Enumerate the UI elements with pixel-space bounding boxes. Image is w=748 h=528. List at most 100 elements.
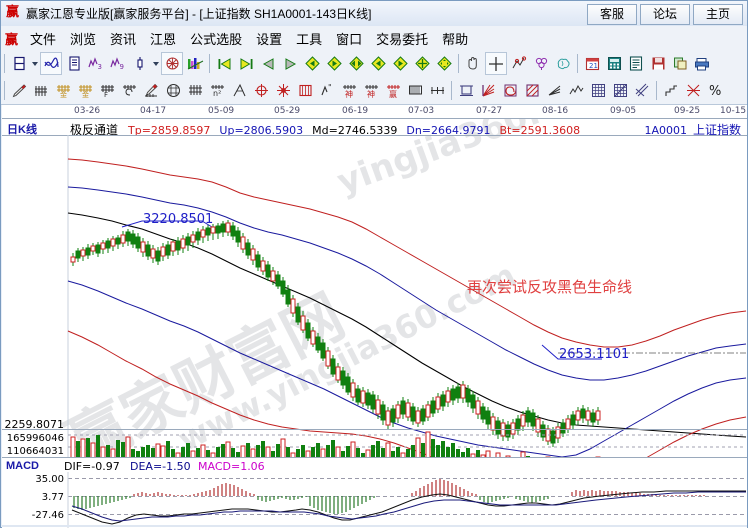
gann-web-icon[interactable] — [161, 52, 183, 75]
hand-icon[interactable] — [463, 53, 483, 74]
fibonacci-icon[interactable]: F — [97, 80, 117, 101]
gold-grid2-icon[interactable]: 金 — [75, 80, 95, 101]
steps-icon[interactable] — [661, 80, 681, 101]
svg-text:神: 神 — [345, 89, 353, 98]
x-tick-label: 06-19 — [342, 106, 369, 116]
zoom-both-icon[interactable] — [346, 53, 366, 74]
prev-icon[interactable] — [258, 53, 278, 74]
macd-axis-label: 35.00 — [35, 474, 64, 485]
crosshair-icon[interactable] — [485, 52, 507, 75]
customer-service-button[interactable]: 客服 — [587, 4, 637, 25]
x-tick-label: 08-16 — [542, 106, 569, 116]
bar-color-icon[interactable] — [185, 53, 205, 74]
angle-icon[interactable] — [229, 80, 249, 101]
percent-icon[interactable]: % — [705, 80, 725, 101]
menu-item-gann[interactable]: 江恩 — [150, 31, 177, 47]
indicator-3-icon[interactable]: 3 — [86, 53, 106, 74]
menu-item-news[interactable]: 资讯 — [110, 31, 137, 47]
date-axis: 03-26 04-17 05-09 05-29 06-19 07-03 07-2… — [2, 105, 747, 119]
menu-item-help[interactable]: 帮助 — [442, 31, 469, 47]
indicator-9-icon[interactable]: 9 — [108, 53, 128, 74]
grid-dense2-icon[interactable] — [610, 80, 630, 101]
indicator-dn: Dn=2664.9791 — [406, 124, 491, 137]
chart-area[interactable]: 赢家财富网 www.yingjia360.com yingjia360.com … — [2, 105, 747, 528]
toolbar-separator — [209, 54, 210, 73]
volume-axis-label: 165996046 — [6, 433, 64, 444]
diamond-right-icon[interactable] — [390, 53, 410, 74]
shen2-grid-icon[interactable]: 神 — [361, 80, 381, 101]
flower-icon[interactable] — [531, 53, 551, 74]
calendar-icon[interactable]: 21 — [582, 53, 602, 74]
grid-dense-icon[interactable] — [588, 80, 608, 101]
svg-text:%: % — [709, 84, 721, 98]
svg-text:21: 21 — [589, 62, 598, 70]
menu-item-file[interactable]: 文件 — [30, 31, 57, 47]
price-low-label: 2653.1101 — [559, 347, 630, 362]
gann-fan-icon[interactable] — [31, 80, 51, 101]
homepage-button[interactable]: 主页 — [693, 4, 743, 25]
parallel-icon[interactable] — [632, 80, 652, 101]
report-icon[interactable] — [64, 53, 84, 74]
x-tick-label: 10-15 — [720, 106, 747, 116]
macd-panel[interactable]: MACD DIF=-0.97 DEA=-1.50 MACD=1.06 — [2, 457, 747, 528]
ying-grid-icon[interactable]: 赢 — [383, 80, 403, 101]
draw-pen-icon[interactable] — [509, 53, 529, 74]
zoom-right-icon[interactable] — [324, 53, 344, 74]
chevron-down-icon[interactable] — [30, 53, 39, 74]
zoom-left-icon[interactable] — [302, 53, 322, 74]
next-icon[interactable] — [280, 53, 300, 74]
brain-icon[interactable] — [553, 53, 573, 74]
pen-line-icon[interactable] — [141, 80, 161, 101]
indicator-up: Up=2806.5903 — [219, 124, 304, 137]
menu-item-window[interactable]: 窗口 — [336, 31, 363, 47]
macd-axis-label: 3.77 — [41, 492, 64, 503]
box-frame-icon[interactable] — [295, 80, 315, 101]
menu-item-tools[interactable]: 工具 — [296, 31, 323, 47]
calculator-icon[interactable] — [604, 53, 624, 74]
wave-icon[interactable]: " — [317, 80, 337, 101]
gold-grid-icon[interactable]: 金 — [53, 80, 73, 101]
svg-text:金: 金 — [82, 90, 89, 98]
box-red-icon[interactable] — [522, 80, 542, 101]
note-icon[interactable] — [626, 53, 646, 74]
measure-icon[interactable] — [427, 80, 447, 101]
circle-grid-icon[interactable] — [163, 80, 183, 101]
spiral-red-icon[interactable] — [500, 80, 520, 101]
percent-chart-icon[interactable] — [683, 80, 703, 101]
last-page-icon[interactable] — [236, 53, 256, 74]
k-line-panel[interactable]: 2259.8071 165996046 110664031 55332015 3… — [2, 135, 747, 497]
menu-item-browse[interactable]: 浏览 — [70, 31, 97, 47]
menu-item-trade[interactable]: 交易委托 — [376, 31, 429, 47]
trendline-icon[interactable] — [544, 80, 564, 101]
first-page-icon[interactable] — [214, 53, 234, 74]
spiral-icon[interactable] — [119, 80, 139, 101]
copy-icon[interactable] — [670, 53, 690, 74]
pen-draw-icon[interactable] — [9, 80, 29, 101]
chevron-down-icon[interactable] — [151, 53, 160, 74]
ruler-grid-icon[interactable] — [405, 80, 425, 101]
candle-icon[interactable] — [130, 53, 150, 74]
move-diamond-icon[interactable] — [434, 53, 454, 74]
network-chart-icon[interactable] — [40, 52, 62, 75]
star-burst-icon[interactable] — [273, 80, 293, 101]
forum-button[interactable]: 论坛 — [640, 4, 690, 25]
zigzag-icon[interactable] — [566, 80, 586, 101]
toolbar-separator — [451, 81, 452, 100]
shen-grid-icon[interactable]: 神 — [339, 80, 359, 101]
symbol-header: 1A0001 上证指数 — [644, 121, 741, 138]
macd-axis-label: -27.46 — [31, 510, 64, 521]
menu-item-settings[interactable]: 设置 — [256, 31, 283, 47]
fan-red-icon[interactable] — [478, 80, 498, 101]
print-icon[interactable] — [692, 53, 712, 74]
grid-icon[interactable] — [185, 80, 205, 101]
calendar-period-icon[interactable] — [9, 53, 29, 74]
diamond-left-icon[interactable] — [368, 53, 388, 74]
save-icon[interactable] — [648, 53, 668, 74]
crosshair-diamond-icon[interactable] — [412, 53, 432, 74]
square-n2-icon[interactable]: n² — [207, 80, 227, 101]
target-circle-icon[interactable] — [251, 80, 271, 101]
menu-item-formula-stock-pick[interactable]: 公式选股 — [190, 31, 243, 47]
channel-icon[interactable] — [456, 80, 476, 101]
ying-logo-icon: 赢 — [6, 4, 20, 20]
